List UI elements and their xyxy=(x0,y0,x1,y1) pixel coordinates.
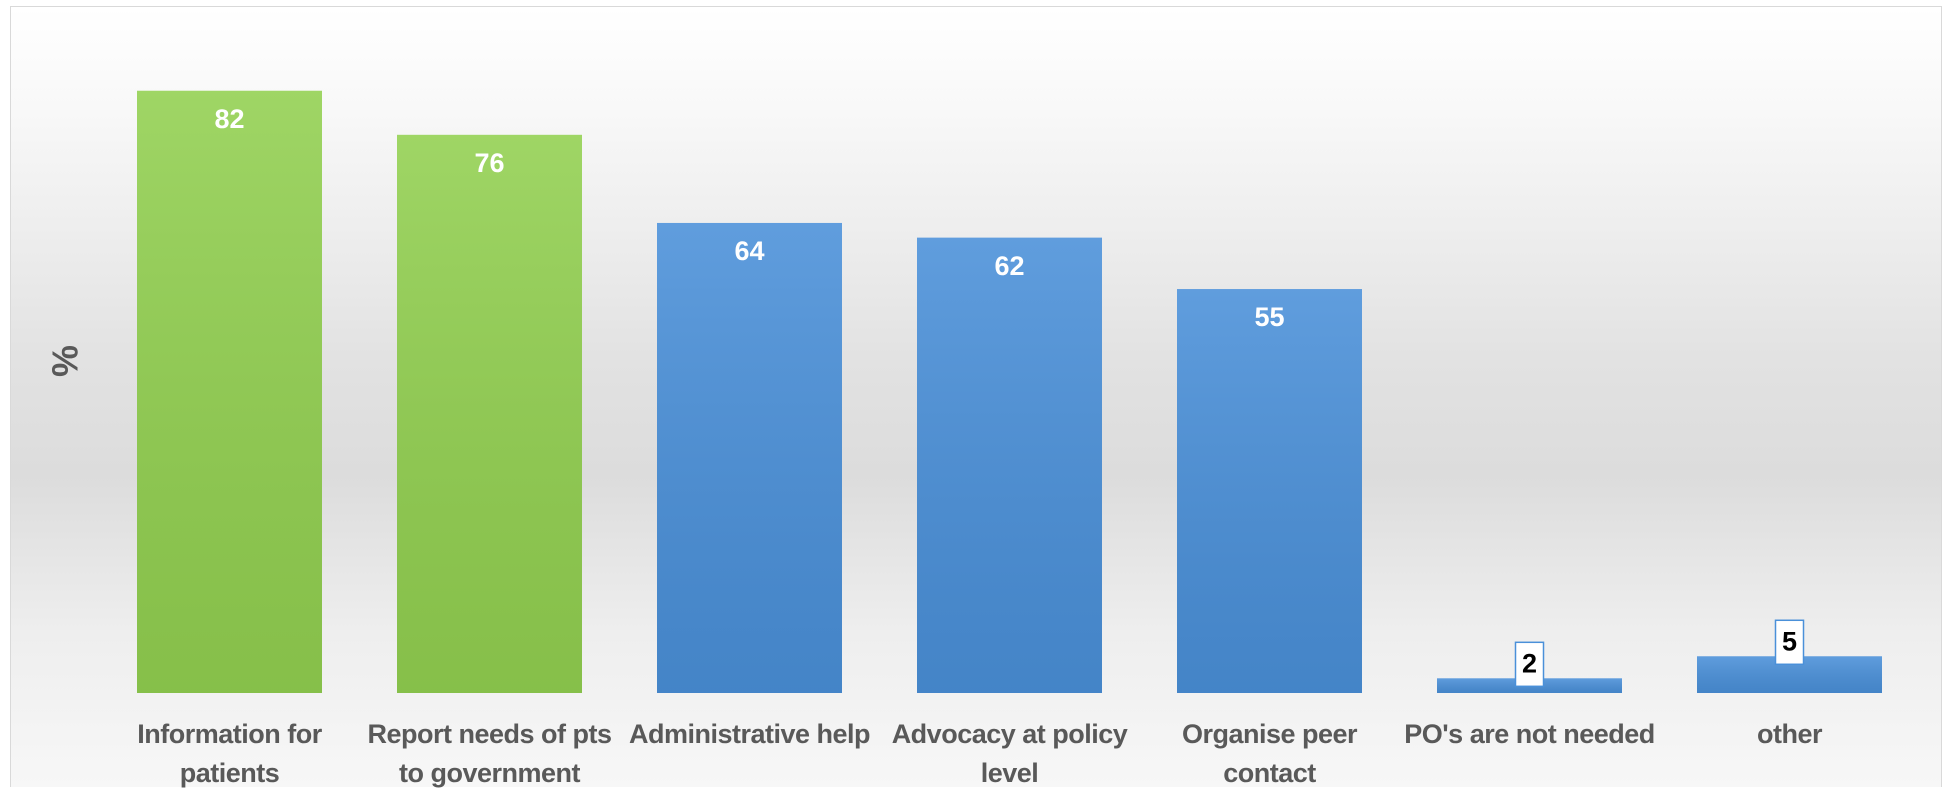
x-tick-label: other xyxy=(1757,719,1823,749)
data-label: 62 xyxy=(994,251,1024,281)
x-tick-label: Report needs of pts to government xyxy=(367,719,612,788)
data-label: 55 xyxy=(1254,302,1284,332)
data-label: 2 xyxy=(1522,648,1537,678)
bar-shade xyxy=(397,134,582,694)
data-label-box xyxy=(1774,619,1805,666)
x-tick-label: Administrative help xyxy=(628,719,871,749)
data-label: 82 xyxy=(214,104,244,134)
bar-shade xyxy=(917,237,1102,693)
x-tick-label: Organise peer contact xyxy=(1181,719,1358,788)
data-label: 76 xyxy=(474,148,504,178)
data-label-box xyxy=(1514,641,1545,688)
bar-shade xyxy=(1177,289,1362,693)
x-tick-label: Information for patients xyxy=(137,719,322,788)
bar-shade xyxy=(657,222,842,693)
bar-shade xyxy=(137,90,322,693)
data-label: 64 xyxy=(734,236,764,266)
x-tick-label: Advocacy at policy level xyxy=(891,719,1128,788)
y-axis-label: % xyxy=(45,345,86,377)
data-label: 5 xyxy=(1782,626,1797,656)
x-tick-label: PO's are not needed xyxy=(1404,719,1655,749)
